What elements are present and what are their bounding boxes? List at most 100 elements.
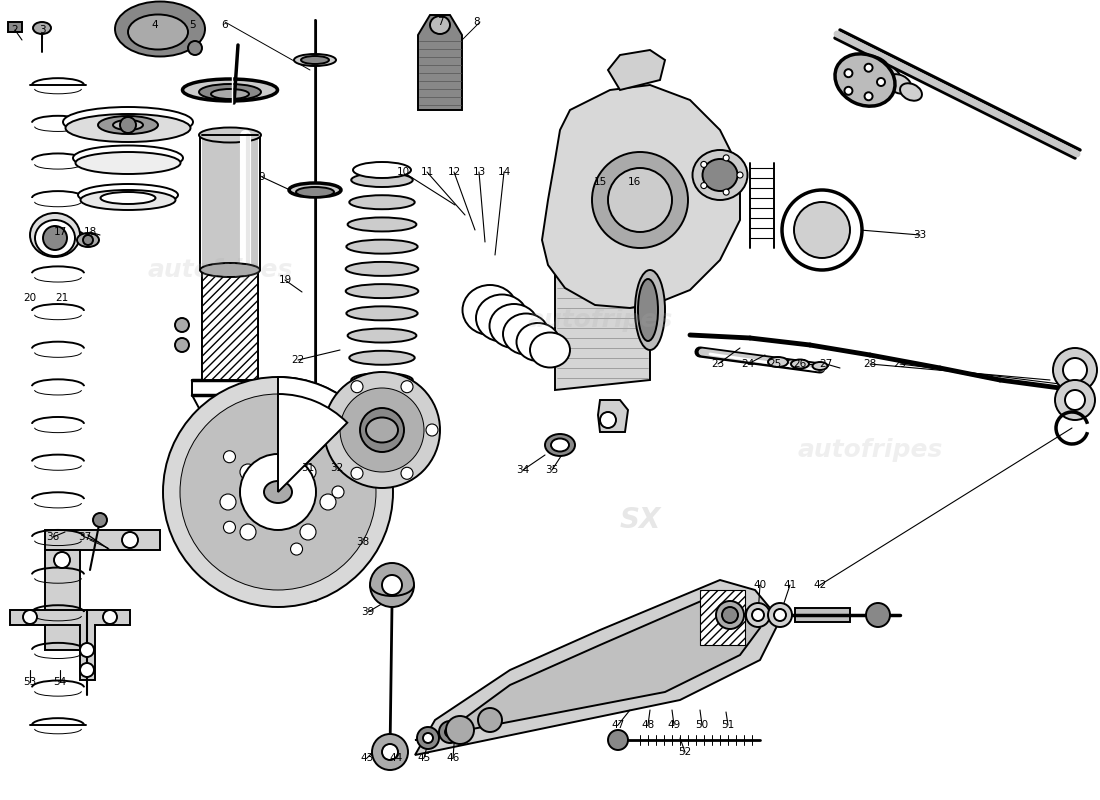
Text: 37: 37 [78,532,91,542]
Circle shape [372,734,408,770]
Circle shape [608,730,628,750]
Ellipse shape [346,240,418,254]
Ellipse shape [78,184,178,206]
Ellipse shape [476,294,528,342]
Text: 18: 18 [84,227,97,237]
Ellipse shape [98,116,158,134]
Circle shape [701,182,707,189]
Ellipse shape [693,150,748,200]
Circle shape [188,41,202,55]
Circle shape [351,381,363,393]
Text: 49: 49 [668,720,681,730]
Circle shape [43,226,67,250]
Ellipse shape [66,114,190,142]
Circle shape [402,467,412,479]
Ellipse shape [116,2,205,57]
Ellipse shape [351,173,412,187]
Polygon shape [45,530,159,550]
Polygon shape [45,550,80,650]
Polygon shape [10,610,130,680]
Text: autofripes: autofripes [798,438,943,462]
Text: 14: 14 [497,167,510,177]
Ellipse shape [199,127,261,142]
Ellipse shape [294,54,335,66]
Text: 15: 15 [593,177,606,187]
Circle shape [592,152,688,248]
Ellipse shape [366,418,398,442]
Circle shape [382,744,398,760]
Ellipse shape [430,16,450,34]
Ellipse shape [351,373,412,387]
Text: 11: 11 [420,167,433,177]
Circle shape [446,727,455,737]
Polygon shape [608,50,666,90]
Ellipse shape [348,218,417,231]
Circle shape [351,467,363,479]
Circle shape [82,235,94,245]
Circle shape [220,494,236,510]
Circle shape [240,524,256,540]
Text: 39: 39 [362,607,375,617]
Circle shape [175,318,189,332]
Ellipse shape [199,84,261,100]
Text: 43: 43 [361,753,374,763]
Circle shape [370,563,414,607]
Text: 44: 44 [389,753,403,763]
Ellipse shape [551,438,569,451]
Polygon shape [418,15,462,110]
Circle shape [163,377,393,607]
Text: 24: 24 [741,359,755,369]
Text: 54: 54 [54,677,67,687]
Ellipse shape [80,190,176,210]
Ellipse shape [900,83,922,101]
Text: 19: 19 [278,275,292,285]
Polygon shape [415,595,760,740]
Polygon shape [556,220,650,390]
Text: 28: 28 [864,359,877,369]
Circle shape [80,643,94,657]
Ellipse shape [544,434,575,456]
Text: 38: 38 [356,537,370,547]
Circle shape [608,168,672,232]
Ellipse shape [76,152,180,174]
Circle shape [360,408,404,452]
Circle shape [845,87,853,95]
Ellipse shape [77,233,99,247]
Ellipse shape [113,120,143,130]
Circle shape [54,552,70,568]
Text: 33: 33 [913,230,926,240]
Circle shape [794,202,850,258]
Circle shape [402,381,412,393]
Text: 47: 47 [612,720,625,730]
Ellipse shape [100,192,155,204]
Text: 31: 31 [301,463,315,473]
Text: 41: 41 [783,580,796,590]
Polygon shape [598,400,628,432]
Circle shape [426,424,438,436]
Text: 48: 48 [641,720,654,730]
Ellipse shape [296,187,334,197]
Text: 21: 21 [55,293,68,303]
Text: 22: 22 [292,355,305,365]
Circle shape [774,609,786,621]
Circle shape [752,609,764,621]
Ellipse shape [345,262,418,276]
Ellipse shape [348,329,417,342]
Ellipse shape [350,350,415,365]
Ellipse shape [791,359,808,369]
Ellipse shape [346,306,418,320]
Text: 6: 6 [222,20,229,30]
Text: 32: 32 [330,463,343,473]
Polygon shape [542,85,740,308]
Ellipse shape [503,314,549,354]
Circle shape [382,575,402,595]
Circle shape [1063,358,1087,382]
Text: 36: 36 [46,532,59,542]
Ellipse shape [183,79,277,101]
Circle shape [94,513,107,527]
Text: 3: 3 [39,25,45,35]
Ellipse shape [301,56,329,64]
Circle shape [103,610,117,624]
Ellipse shape [887,74,912,94]
Circle shape [701,162,707,167]
